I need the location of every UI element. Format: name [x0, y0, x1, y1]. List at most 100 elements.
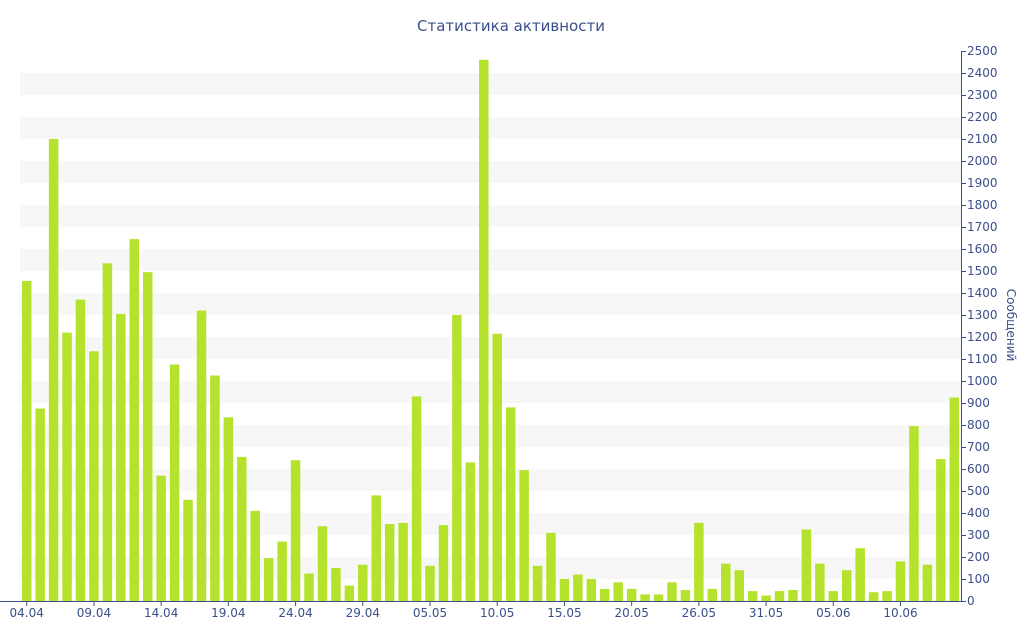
bar[interactable] — [707, 588, 718, 601]
bar[interactable] — [465, 462, 476, 601]
bar[interactable] — [801, 529, 812, 602]
bar[interactable] — [626, 588, 637, 601]
grid-band — [20, 381, 961, 403]
bar[interactable] — [183, 499, 193, 601]
bar[interactable] — [747, 591, 758, 601]
bar[interactable] — [452, 315, 462, 601]
bar[interactable] — [142, 272, 153, 601]
bar[interactable] — [519, 470, 529, 601]
y-tick-label: 0 — [967, 594, 975, 608]
bar[interactable] — [868, 592, 879, 601]
x-tick-label: 20.05 — [614, 606, 648, 620]
x-tick-label: 10.05 — [480, 606, 514, 620]
bar[interactable] — [774, 591, 785, 601]
bar[interactable] — [936, 459, 946, 601]
bar[interactable] — [815, 563, 825, 601]
bar[interactable] — [304, 573, 314, 602]
y-tick-label: 700 — [967, 440, 990, 454]
bar[interactable] — [532, 565, 543, 601]
bar[interactable] — [895, 561, 906, 601]
bar[interactable] — [882, 591, 892, 601]
bar[interactable] — [331, 568, 341, 601]
bar[interactable] — [89, 351, 99, 601]
x-axis-ticks: 04.04 09.04 14.04 19.04 24.04 29.04 05.05 10.05… — [10, 601, 918, 620]
bar[interactable] — [586, 579, 597, 601]
bar[interactable] — [788, 590, 798, 601]
y-tick-label: 1700 — [967, 220, 998, 234]
bar[interactable] — [438, 525, 449, 601]
bar[interactable] — [344, 585, 355, 601]
bar[interactable] — [505, 407, 516, 601]
bar[interactable] — [667, 582, 677, 601]
bar[interactable] — [35, 408, 45, 602]
y-tick-label: 200 — [967, 550, 990, 564]
y-tick-label: 400 — [967, 506, 990, 520]
bar[interactable] — [922, 564, 933, 601]
bar[interactable] — [653, 594, 664, 601]
bar[interactable] — [425, 565, 435, 601]
bar[interactable] — [21, 280, 32, 601]
bar[interactable] — [492, 333, 502, 601]
bar[interactable] — [546, 532, 556, 601]
bar[interactable] — [223, 417, 234, 601]
y-tick-label: 100 — [967, 572, 990, 586]
grid-band — [20, 293, 961, 315]
bars — [21, 59, 960, 602]
bar[interactable] — [358, 564, 368, 601]
bar[interactable] — [250, 510, 261, 601]
bar[interactable] — [613, 582, 623, 601]
x-tick-label: 26.05 — [682, 606, 716, 620]
x-tick-label: 05.06 — [816, 606, 850, 620]
x-tick-label: 04.04 — [10, 606, 44, 620]
bar[interactable] — [384, 524, 395, 601]
bar[interactable] — [734, 570, 744, 601]
bar[interactable] — [411, 396, 422, 601]
bar[interactable] — [196, 310, 207, 601]
bar[interactable] — [559, 579, 570, 601]
bar[interactable] — [237, 456, 247, 601]
bar[interactable] — [841, 570, 852, 601]
bar[interactable] — [640, 594, 650, 601]
grid-band — [20, 161, 961, 183]
bar[interactable] — [317, 526, 328, 601]
bar[interactable] — [169, 364, 180, 602]
x-tick-label: 24.04 — [278, 606, 312, 620]
grid-band — [20, 425, 961, 447]
bar[interactable] — [855, 548, 865, 601]
bar[interactable] — [156, 475, 166, 601]
grid-band — [20, 117, 961, 139]
y-tick-label: 1400 — [967, 286, 998, 300]
bar[interactable] — [129, 239, 140, 601]
bar[interactable] — [694, 522, 704, 601]
bar[interactable] — [573, 574, 583, 601]
bar[interactable] — [48, 139, 59, 601]
y-tick-label: 1000 — [967, 374, 998, 388]
bar[interactable] — [75, 299, 86, 601]
grid-bands — [20, 73, 961, 579]
bar[interactable] — [949, 397, 960, 602]
bar[interactable] — [680, 590, 691, 601]
grid-band — [20, 205, 961, 227]
bar[interactable] — [116, 313, 126, 601]
bar[interactable] — [761, 595, 771, 602]
bar[interactable] — [828, 591, 839, 601]
bar[interactable] — [290, 460, 301, 601]
bar[interactable] — [62, 332, 72, 601]
bar[interactable] — [210, 375, 220, 602]
bar[interactable] — [909, 426, 919, 601]
bar[interactable] — [371, 495, 381, 601]
bar[interactable] — [277, 541, 287, 601]
grid-band — [20, 337, 961, 359]
bar[interactable] — [263, 558, 274, 601]
bar[interactable] — [398, 522, 408, 601]
bar[interactable] — [721, 563, 731, 601]
y-tick-label: 800 — [967, 418, 990, 432]
x-tick-label: 31.05 — [749, 606, 783, 620]
y-tick-label: 2200 — [967, 110, 998, 124]
x-tick-label: 15.05 — [547, 606, 581, 620]
y-tick-label: 1100 — [967, 352, 998, 366]
bar[interactable] — [600, 588, 610, 601]
bar[interactable] — [479, 59, 489, 602]
bar[interactable] — [102, 263, 113, 601]
